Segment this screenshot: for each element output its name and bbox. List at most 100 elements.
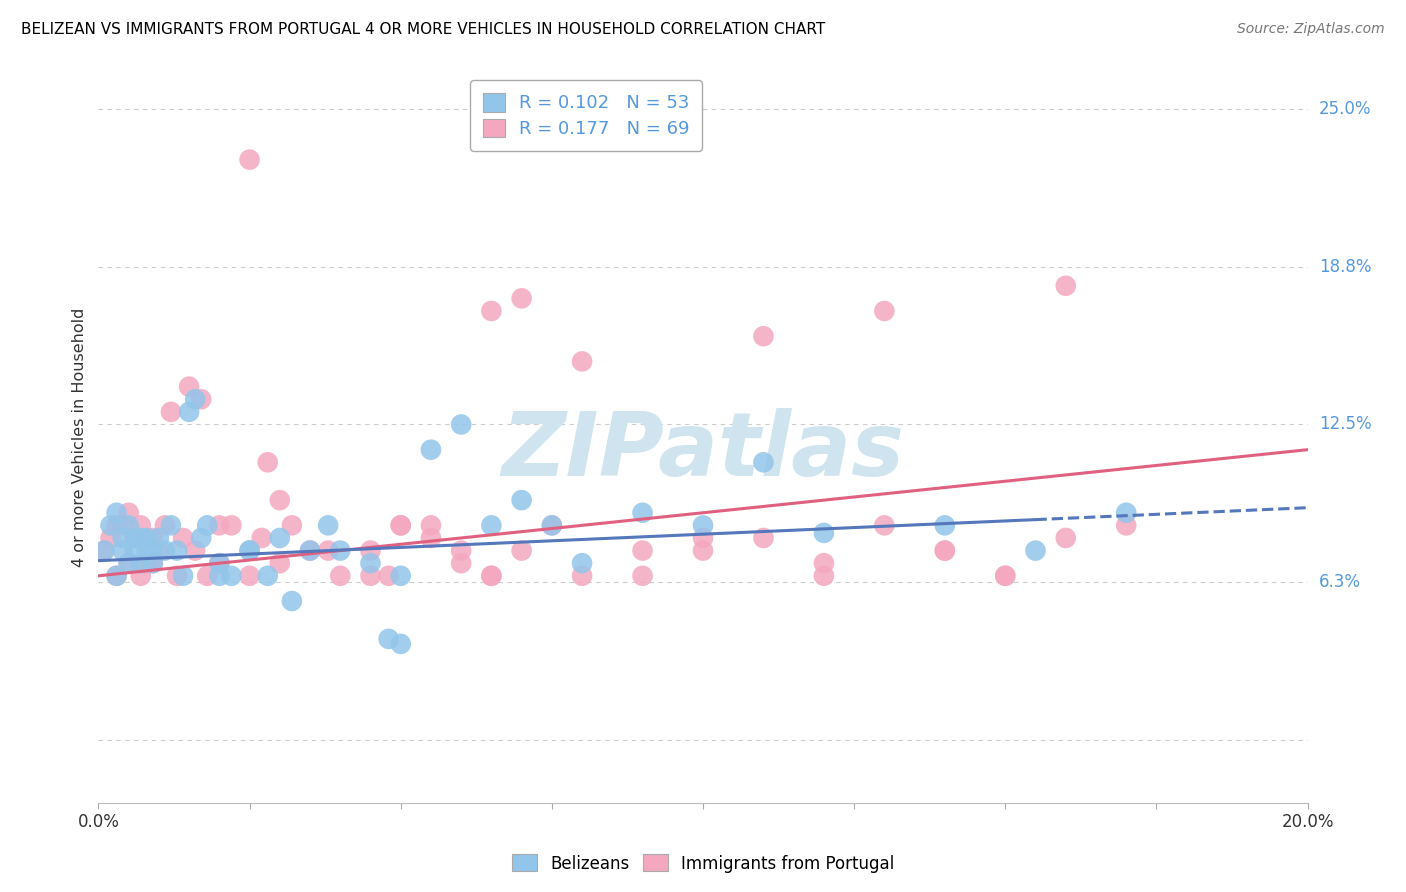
Point [329, 569, 352, 583]
Point [105, 569, 128, 583]
Point [239, 569, 262, 583]
Point [281, 518, 304, 533]
Point [377, 569, 399, 583]
Point [153, 518, 176, 533]
Point [208, 569, 231, 583]
Point [377, 632, 399, 646]
Point [135, 531, 157, 545]
Point [420, 531, 443, 545]
Point [752, 455, 775, 469]
Point [540, 518, 562, 533]
Point [571, 354, 593, 368]
Point [105, 518, 128, 533]
Point [571, 556, 593, 570]
Point [172, 569, 194, 583]
Point [184, 543, 207, 558]
Point [510, 493, 533, 508]
Point [481, 569, 503, 583]
Point [281, 594, 304, 608]
Point [129, 556, 152, 570]
Point [142, 556, 165, 570]
Point [329, 543, 352, 558]
Legend: Belizeans, Immigrants from Portugal: Belizeans, Immigrants from Portugal [505, 847, 901, 880]
Point [631, 543, 654, 558]
Point [135, 543, 157, 558]
Point [299, 543, 322, 558]
Point [299, 543, 322, 558]
Point [420, 518, 443, 533]
Point [631, 569, 654, 583]
Point [450, 556, 472, 570]
Point [124, 531, 146, 545]
Point [118, 556, 141, 570]
Point [129, 569, 152, 583]
Point [631, 506, 654, 520]
Point [190, 392, 212, 407]
Legend: R = 0.102   N = 53, R = 0.177   N = 69: R = 0.102 N = 53, R = 0.177 N = 69 [470, 80, 702, 151]
Point [389, 518, 412, 533]
Point [316, 543, 339, 558]
Point [124, 543, 146, 558]
Point [994, 569, 1017, 583]
Text: 25.0%: 25.0% [1319, 100, 1371, 119]
Point [420, 442, 443, 457]
Point [166, 569, 188, 583]
Point [450, 543, 472, 558]
Point [1115, 518, 1137, 533]
Point [239, 543, 262, 558]
Point [105, 569, 128, 583]
Point [184, 392, 207, 407]
Point [692, 518, 714, 533]
Point [316, 518, 339, 533]
Point [160, 518, 183, 533]
Text: BELIZEAN VS IMMIGRANTS FROM PORTUGAL 4 OR MORE VEHICLES IN HOUSEHOLD CORRELATION: BELIZEAN VS IMMIGRANTS FROM PORTUGAL 4 O… [21, 22, 825, 37]
Point [239, 543, 262, 558]
Point [813, 525, 835, 540]
Point [873, 304, 896, 318]
Point [360, 543, 382, 558]
Point [105, 506, 128, 520]
Point [208, 556, 231, 570]
Point [142, 531, 165, 545]
Point [129, 531, 152, 545]
Point [221, 569, 243, 583]
Point [93, 543, 115, 558]
Point [256, 455, 278, 469]
Point [190, 531, 212, 545]
Point [813, 556, 835, 570]
Point [100, 531, 122, 545]
Text: 12.5%: 12.5% [1319, 416, 1371, 434]
Point [692, 531, 714, 545]
Point [450, 417, 472, 432]
Point [179, 405, 201, 419]
Point [118, 518, 141, 533]
Point [221, 518, 243, 533]
Point [1054, 278, 1077, 293]
Point [93, 543, 115, 558]
Point [111, 543, 134, 558]
Point [540, 518, 562, 533]
Point [1054, 531, 1077, 545]
Point [208, 556, 231, 570]
Point [934, 543, 956, 558]
Point [239, 153, 262, 167]
Point [153, 543, 176, 558]
Point [148, 543, 170, 558]
Point [269, 556, 291, 570]
Point [118, 506, 141, 520]
Point [111, 518, 134, 533]
Point [195, 518, 218, 533]
Text: 18.8%: 18.8% [1319, 258, 1371, 276]
Point [142, 543, 165, 558]
Point [195, 569, 218, 583]
Point [135, 556, 157, 570]
Point [813, 569, 835, 583]
Point [111, 531, 134, 545]
Point [481, 518, 503, 533]
Point [208, 518, 231, 533]
Point [389, 518, 412, 533]
Point [1115, 506, 1137, 520]
Text: ZIPatlas: ZIPatlas [502, 409, 904, 495]
Point [934, 543, 956, 558]
Point [389, 569, 412, 583]
